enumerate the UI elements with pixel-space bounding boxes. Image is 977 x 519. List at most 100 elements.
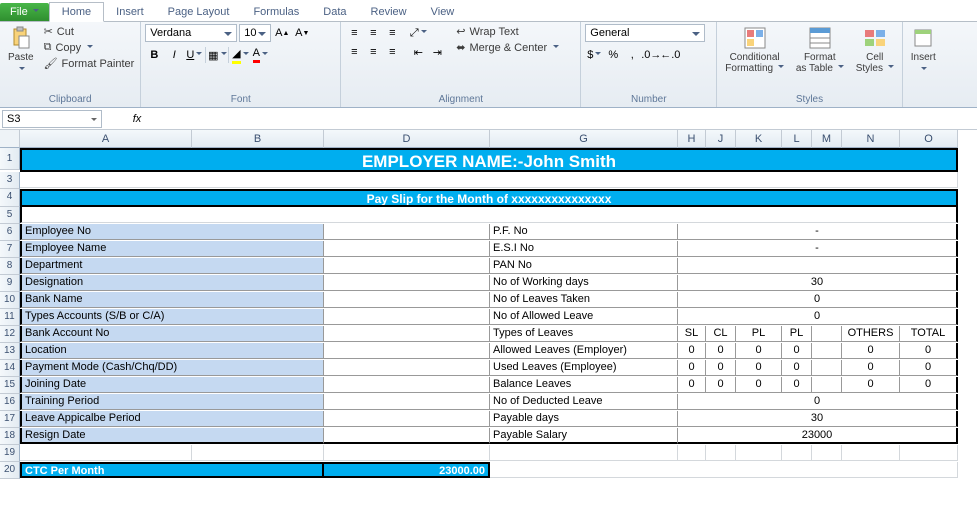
bold-button[interactable]: B xyxy=(145,46,163,64)
format-as-table-button[interactable]: Formatas Table xyxy=(792,24,848,76)
border-button[interactable]: ▦ xyxy=(208,46,226,64)
align-left-button[interactable]: ≡ xyxy=(345,43,363,61)
cell[interactable]: Leave Appicalbe Period xyxy=(20,411,324,427)
cell[interactable]: 0 xyxy=(706,360,736,376)
select-all-corner[interactable] xyxy=(0,130,20,148)
col-header[interactable]: B xyxy=(192,130,324,148)
tab-home[interactable]: Home xyxy=(49,2,104,22)
cell[interactable]: 0 xyxy=(900,360,958,376)
cell[interactable] xyxy=(20,445,192,461)
cell[interactable]: No of Allowed Leave xyxy=(490,309,678,325)
row-header[interactable]: 9 xyxy=(0,275,20,292)
col-header[interactable]: H xyxy=(678,130,706,148)
cell[interactable]: 0 xyxy=(842,343,900,359)
cell[interactable]: Payment Mode (Cash/Chq/DD) xyxy=(20,360,324,376)
col-header[interactable]: G xyxy=(490,130,678,148)
cell[interactable] xyxy=(736,445,782,461)
row-header[interactable]: 4 xyxy=(0,189,20,207)
cell[interactable]: CTC Per Month xyxy=(20,462,324,478)
col-header[interactable]: N xyxy=(842,130,900,148)
col-header[interactable]: O xyxy=(900,130,958,148)
align-center-button[interactable]: ≡ xyxy=(364,43,382,61)
row-header[interactable]: 12 xyxy=(0,326,20,343)
align-middle-button[interactable]: ≡ xyxy=(364,24,382,42)
font-name-select[interactable]: Verdana xyxy=(145,24,237,42)
cell[interactable]: Employee No xyxy=(20,224,324,240)
cell[interactable]: Bank Account No xyxy=(20,326,324,342)
cell[interactable] xyxy=(490,445,678,461)
formula-input[interactable] xyxy=(150,110,977,128)
italic-button[interactable]: I xyxy=(165,46,183,64)
conditional-formatting-button[interactable]: ConditionalFormatting xyxy=(721,24,788,76)
cell[interactable]: 0 xyxy=(736,343,782,359)
cell[interactable] xyxy=(812,326,842,342)
cell[interactable] xyxy=(20,172,958,188)
merge-center-button[interactable]: ⬌Merge & Center xyxy=(454,40,561,55)
cell[interactable]: 0 xyxy=(842,377,900,393)
cell[interactable]: 0 xyxy=(678,292,958,308)
insert-cells-button[interactable]: Insert xyxy=(907,24,940,78)
cell[interactable] xyxy=(706,445,736,461)
underline-button[interactable]: U xyxy=(185,46,203,64)
cell[interactable] xyxy=(324,343,490,359)
cell[interactable] xyxy=(324,292,490,308)
tab-page-layout[interactable]: Page Layout xyxy=(156,3,242,21)
cell[interactable]: EMPLOYER NAME:-John Smith xyxy=(20,148,958,172)
format-painter-button[interactable]: 🖌Format Painter xyxy=(42,56,137,71)
col-header[interactable]: K xyxy=(736,130,782,148)
cell[interactable]: Joining Date xyxy=(20,377,324,393)
cell[interactable]: 0 xyxy=(782,343,812,359)
cell[interactable] xyxy=(324,445,490,461)
cell[interactable]: No of Working days xyxy=(490,275,678,291)
tab-insert[interactable]: Insert xyxy=(104,3,156,21)
copy-button[interactable]: ⧉Copy xyxy=(42,40,137,55)
cell[interactable] xyxy=(812,377,842,393)
cell[interactable] xyxy=(192,445,324,461)
col-header[interactable]: M xyxy=(812,130,842,148)
grow-font-button[interactable]: A▲ xyxy=(273,24,291,42)
cell[interactable] xyxy=(812,343,842,359)
row-header[interactable]: 10 xyxy=(0,292,20,309)
cell[interactable]: TOTAL xyxy=(900,326,958,342)
fx-button[interactable]: fx xyxy=(128,110,146,128)
cell[interactable]: Designation xyxy=(20,275,324,291)
cell[interactable]: SL xyxy=(678,326,706,342)
fx-cancel-button[interactable] xyxy=(108,110,126,128)
cell[interactable]: PL xyxy=(736,326,782,342)
cell[interactable]: OTHERS xyxy=(842,326,900,342)
cell[interactable]: 23000.00 xyxy=(324,462,490,478)
tab-view[interactable]: View xyxy=(419,3,467,21)
cell[interactable] xyxy=(20,207,958,223)
cell[interactable]: 0 xyxy=(736,360,782,376)
cell[interactable] xyxy=(842,445,900,461)
cell[interactable]: 0 xyxy=(678,394,958,410)
cell[interactable] xyxy=(812,445,842,461)
row-header[interactable]: 18 xyxy=(0,428,20,445)
cell[interactable] xyxy=(324,360,490,376)
cell[interactable]: 0 xyxy=(678,360,706,376)
cut-button[interactable]: ✂Cut xyxy=(42,24,137,39)
increase-decimal-button[interactable]: .0→ xyxy=(642,46,660,64)
cell[interactable]: Types of Leaves xyxy=(490,326,678,342)
cell[interactable] xyxy=(812,360,842,376)
cell[interactable]: Department xyxy=(20,258,324,274)
row-header[interactable]: 17 xyxy=(0,411,20,428)
cell[interactable]: PL xyxy=(782,326,812,342)
row-header[interactable]: 6 xyxy=(0,224,20,241)
row-header[interactable]: 16 xyxy=(0,394,20,411)
cell[interactable] xyxy=(324,309,490,325)
number-format-select[interactable]: General xyxy=(585,24,705,42)
cell[interactable] xyxy=(900,445,958,461)
col-header[interactable]: L xyxy=(782,130,812,148)
cell[interactable]: 0 xyxy=(678,343,706,359)
paste-button[interactable]: Paste xyxy=(4,24,38,78)
col-header[interactable]: D xyxy=(324,130,490,148)
cell[interactable]: 0 xyxy=(736,377,782,393)
file-tab[interactable]: File xyxy=(0,3,49,21)
cell[interactable]: 30 xyxy=(678,275,958,291)
row-header[interactable]: 7 xyxy=(0,241,20,258)
row-header[interactable]: 20 xyxy=(0,462,20,479)
cell[interactable]: 0 xyxy=(678,377,706,393)
cell[interactable]: Payable Salary xyxy=(490,428,678,444)
cell[interactable] xyxy=(324,275,490,291)
